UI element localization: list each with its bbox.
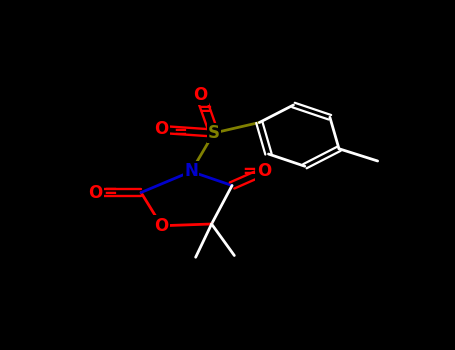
Text: N: N <box>184 162 198 181</box>
Text: O: O <box>154 120 169 139</box>
Text: O: O <box>154 217 169 235</box>
Text: =: = <box>243 162 256 181</box>
Text: O: O <box>88 183 103 202</box>
Text: =: = <box>103 183 117 202</box>
Text: =: = <box>198 101 212 119</box>
Text: =: = <box>173 124 187 142</box>
Text: O: O <box>193 85 207 104</box>
Text: S: S <box>208 124 220 142</box>
Text: O: O <box>257 162 271 181</box>
